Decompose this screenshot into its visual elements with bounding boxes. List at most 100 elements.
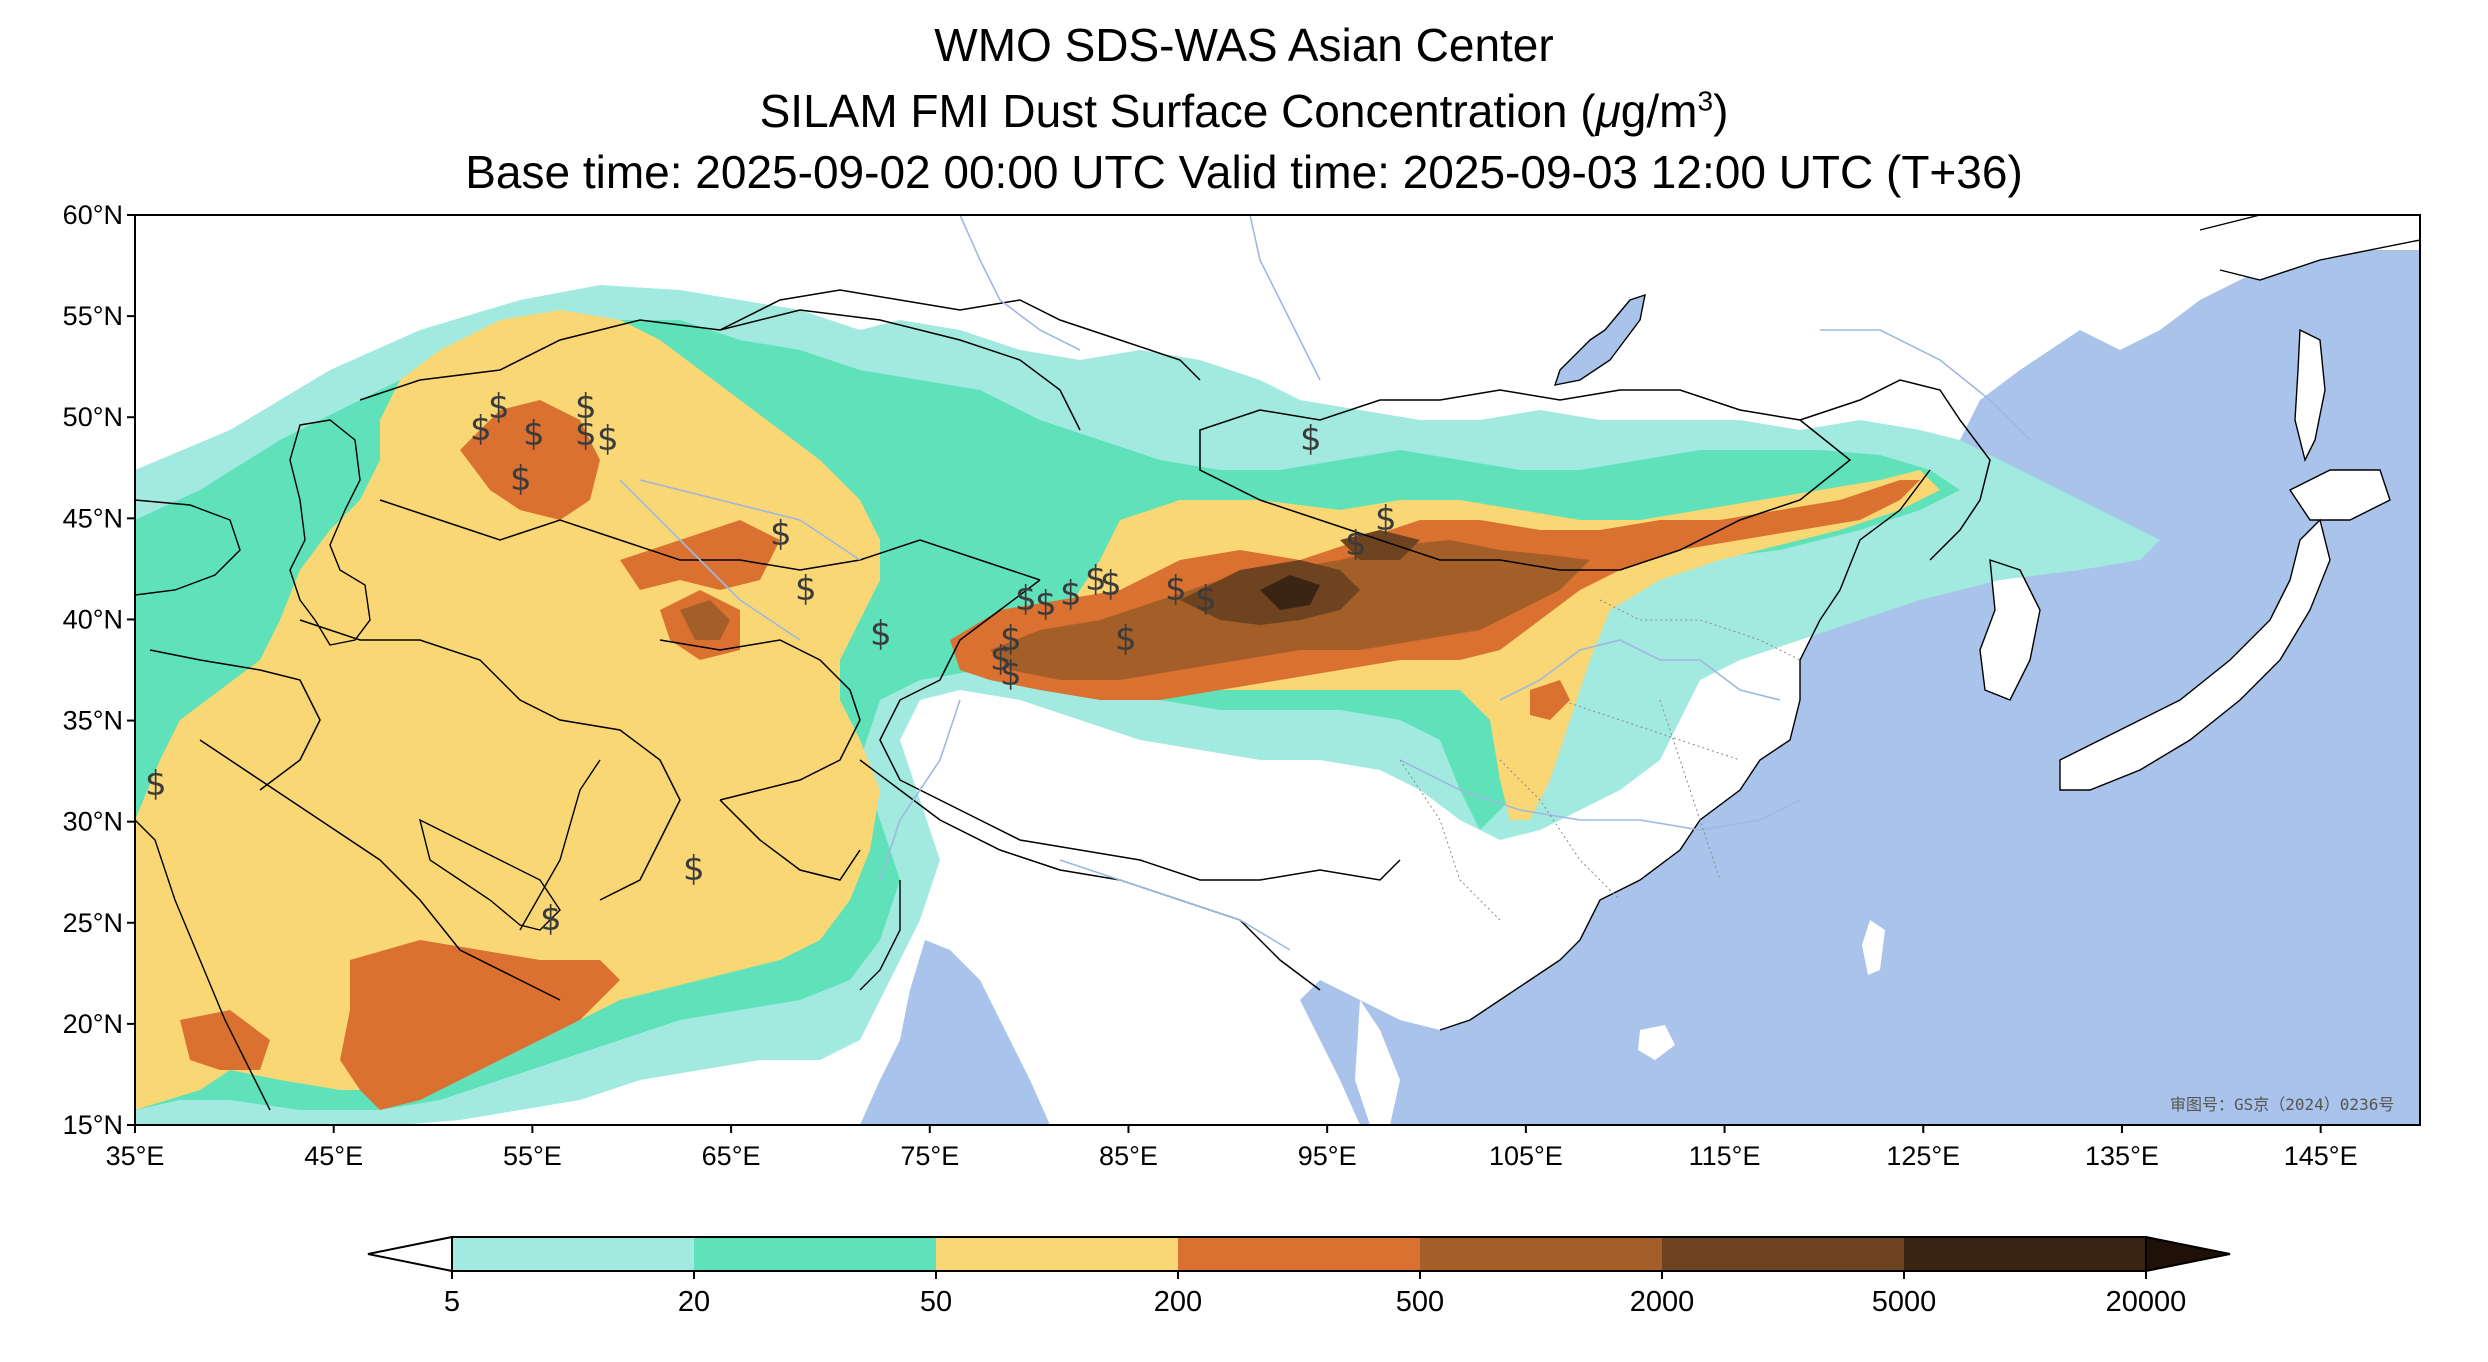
- lat-tick-label: 60°N: [63, 200, 123, 230]
- border-iran: [299, 619, 681, 901]
- lat-tick-label: 20°N: [63, 1009, 123, 1039]
- lat-tick-label: 30°N: [63, 807, 123, 837]
- dust-symbol: $: [575, 387, 597, 427]
- river-yenisei: [1249, 215, 1321, 381]
- dust-symbol: $: [1345, 524, 1367, 564]
- lat-tick-label: 45°N: [63, 503, 123, 533]
- dust-symbol: $: [1300, 419, 1322, 459]
- title-line-1: WMO SDS-WAS Asian Center: [934, 19, 1554, 71]
- lon-tick-label: 35°E: [106, 1141, 165, 1171]
- coastline-kamchatka: [2199, 215, 2420, 281]
- dust-symbol: $: [1100, 564, 1122, 604]
- province-border-4: [1659, 699, 1721, 881]
- colorbar-extend-right: [2145, 1235, 2231, 1273]
- coastline-india-west: [859, 880, 901, 991]
- border-india: [859, 759, 1321, 991]
- lat-tick-label: 40°N: [63, 604, 123, 634]
- colorbar-tick-label: 50: [920, 1286, 952, 1318]
- river-ob: [959, 215, 1081, 351]
- lon-tick-label: 135°E: [2085, 1141, 2159, 1171]
- border-turkey-syria: [149, 649, 321, 791]
- dust-symbol: $: [1375, 499, 1397, 539]
- taiwan: [1862, 920, 1885, 975]
- colorbar-segment: [1178, 1237, 1421, 1271]
- lat-tick-label: 50°N: [63, 402, 123, 432]
- coastline-korea: [1979, 558, 2041, 701]
- title-prefix: SILAM FMI Dust Surface Concentration (: [759, 85, 1596, 137]
- lon-tick-label: 125°E: [1886, 1141, 1960, 1171]
- dust-symbol: $: [1000, 619, 1022, 659]
- lon-tick-label: 105°E: [1489, 1141, 1563, 1171]
- dust-level-200-sudan: [180, 1010, 270, 1070]
- dust-symbol: $: [510, 459, 532, 499]
- japan-hokkaido: [2290, 470, 2390, 520]
- lon-tick-label: 95°E: [1298, 1141, 1357, 1171]
- dust-symbol: $: [870, 614, 892, 654]
- province-border-5: [1399, 759, 1501, 921]
- border-china-east: [1799, 379, 1991, 561]
- border-afghanistan: [659, 639, 861, 801]
- title-suffix: ): [1713, 85, 1729, 137]
- lon-axis: 35°E 45°E 55°E 65°E 75°E 85°E 95°E 105°E 115°E 12…: [106, 1125, 2358, 1171]
- lon-tick-label: 115°E: [1689, 1141, 1761, 1171]
- coastline-arabian: [519, 759, 601, 931]
- border-kazakhstan-south: [379, 499, 1041, 581]
- province-border-3: [1499, 759, 1621, 901]
- sri-lanka-coast: [1355, 1000, 1400, 1125]
- dust-symbol: $: [1035, 584, 1057, 624]
- border-pakistan: [719, 799, 861, 881]
- dust-symbol: $: [1115, 619, 1137, 659]
- colorbar-segment: [1662, 1237, 1905, 1271]
- border-kazakhstan-north: [359, 309, 1081, 431]
- colorbar: 5 20 50 200 500 2000 5000 20000: [367, 1235, 2231, 1318]
- borders: [149, 289, 1991, 1001]
- dust-symbol: $: [1000, 654, 1022, 694]
- province-borders: [1399, 599, 1801, 921]
- colorbar-labels: 5 20 50 200 500 2000 5000 20000: [444, 1271, 2186, 1318]
- dust-level-200-hexi: [1530, 680, 1570, 720]
- map-watermark: 审图号：GS京（2024）0236号: [2170, 1095, 2394, 1114]
- lake-baikal: [1555, 295, 1645, 385]
- dust-level-500-west: [680, 600, 730, 640]
- coastline-caspian: [289, 419, 371, 646]
- coastline-east-china: [1439, 469, 1931, 1031]
- dust-symbol: $: [488, 387, 510, 427]
- dust-level-2000-east: [1340, 530, 1420, 560]
- rivers: [619, 215, 2031, 951]
- dust-symbols: $ $ $ $ $ $ $ $ $ $ $ $ $ $ $ $ $ $ $ $ …: [145, 387, 1397, 939]
- colorbar-segment: [694, 1237, 937, 1271]
- border-russia-north: [719, 289, 1201, 381]
- colorbar-tick-label: 500: [1396, 1286, 1444, 1318]
- map-frame: [134, 214, 2421, 1126]
- colorbar-tick-label: 5: [444, 1286, 460, 1318]
- colorbar-segment: [452, 1237, 695, 1271]
- lon-tick-label: 45°E: [304, 1141, 363, 1171]
- dust-symbol: $: [470, 409, 492, 449]
- colorbar-segments: [452, 1237, 2147, 1271]
- lat-axis: 60°N 55°N 50°N 45°N 40°N 35°N 30°N 25°N 20°N 15°N: [63, 200, 135, 1140]
- title-sup: 3: [1697, 85, 1714, 117]
- dust-level-200-arabia: [340, 940, 620, 1110]
- colorbar-tick-label: 200: [1154, 1286, 1202, 1318]
- colorbar-tick-label: 20000: [2106, 1286, 2187, 1318]
- colorbar-extend-left: [367, 1235, 453, 1273]
- coastline-black-sea: [135, 499, 241, 596]
- dust-symbol: $: [990, 639, 1012, 679]
- river-amur: [1820, 329, 2031, 441]
- lon-tick-label: 55°E: [503, 1141, 562, 1171]
- colorbar-segment: [936, 1237, 1179, 1271]
- colorbar-frame: [451, 1236, 2147, 1272]
- province-border-2: [1559, 699, 1741, 761]
- colorbar-tick-label: 20: [678, 1286, 710, 1318]
- title-mu: μ: [1595, 85, 1621, 137]
- dust-symbol: $: [683, 849, 705, 889]
- dust-level-5000-core: [1260, 575, 1320, 610]
- river-ganges: [1059, 859, 1291, 951]
- lat-tick-label: 15°N: [63, 1110, 123, 1140]
- dust-field: [135, 285, 2160, 1125]
- dust-symbol: $: [597, 419, 619, 459]
- colorbar-tick-label: 2000: [1630, 1286, 1695, 1318]
- colorbar-segment: [1420, 1237, 1663, 1271]
- map-content: $ $ $ $ $ $ $ $ $ $ $ $ $ $ $ $ $ $ $ $ …: [135, 215, 2420, 1125]
